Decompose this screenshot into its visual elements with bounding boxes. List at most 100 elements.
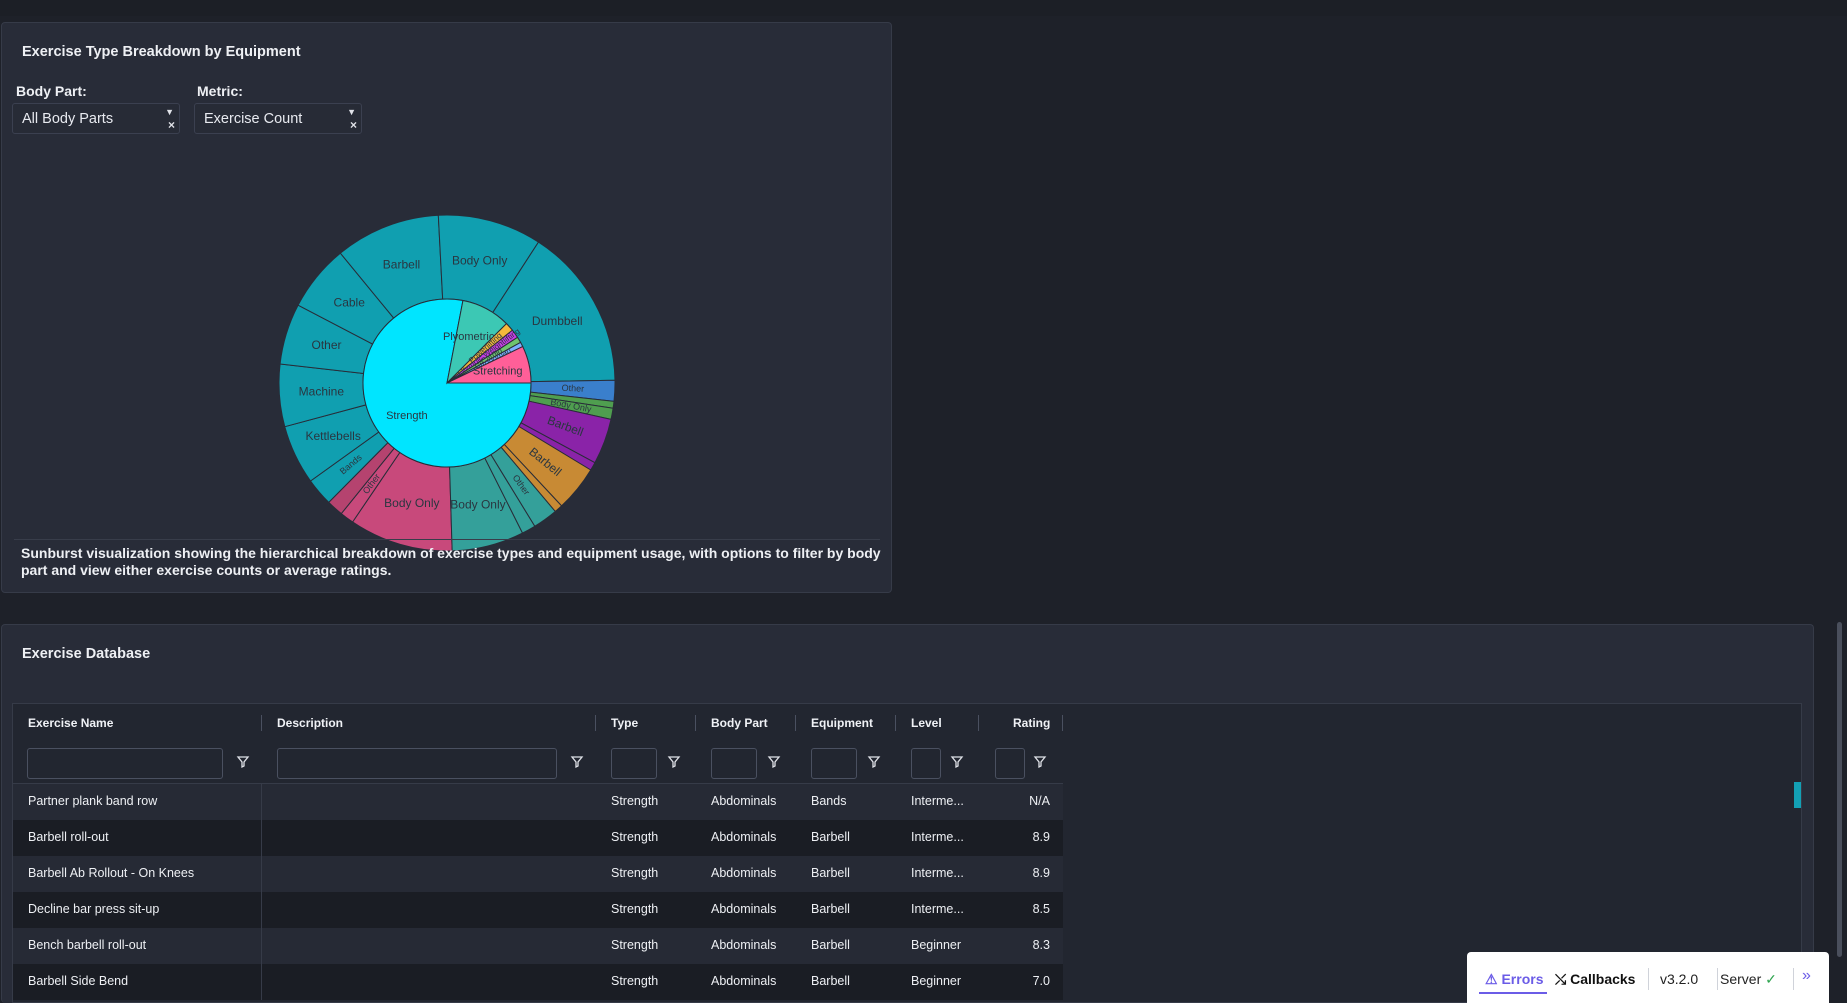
outer-label: Cable: [334, 296, 366, 310]
cell-equipment: Bands: [811, 794, 847, 808]
sunburst-chart[interactable]: Body OnlyOtherBandsKettlebellsMachineOth…: [272, 208, 622, 558]
outer-label: Other: [561, 383, 584, 394]
col-header-name[interactable]: Exercise Name: [28, 716, 114, 730]
check-circle-icon: ✓: [1765, 971, 1777, 987]
table-scrollbar[interactable]: [1794, 782, 1801, 808]
metric-value: Exercise Count: [204, 111, 303, 127]
filter-icon[interactable]: [950, 755, 964, 769]
cell-equipment: Barbell: [811, 902, 850, 916]
filter-equipment-input[interactable]: [811, 748, 857, 779]
body-part-label: Body Part:: [16, 83, 87, 99]
inner-segment[interactable]: [446, 345, 532, 384]
cell-level: Beginner: [911, 938, 962, 952]
cell-rating: 8.9: [1032, 830, 1050, 844]
collapse-icon[interactable]: »: [1802, 967, 1811, 984]
cell-body-part: Abdominals: [711, 866, 777, 880]
table-row[interactable]: Barbell roll-out Strength Abdominals Bar…: [13, 820, 1063, 856]
cell-body-part: Abdominals: [711, 974, 777, 988]
outer-label: Machine: [299, 385, 345, 399]
table-row[interactable]: Decline bar press sit-up Strength Abdomi…: [13, 892, 1063, 928]
table-row[interactable]: Barbell Ab Rollout - On Knees Strength A…: [13, 856, 1063, 892]
cell-rating: 8.9: [1032, 866, 1050, 880]
inner-label: Stretching: [473, 365, 523, 377]
cell-body-part: Abdominals: [711, 902, 777, 916]
filter-body-part-input[interactable]: [711, 748, 757, 779]
page-scrollbar[interactable]: [1837, 622, 1842, 957]
col-header-body-part[interactable]: Body Part: [711, 716, 768, 730]
chart-caption: Sunburst visualization showing the hiera…: [21, 545, 881, 578]
cell-name: Decline bar press sit-up: [28, 902, 160, 916]
errors-underline: [1479, 992, 1547, 994]
cell-level: Interme...: [911, 830, 964, 844]
metric-dropdown[interactable]: Exercise Count ▼ ×: [194, 103, 362, 134]
server-status[interactable]: Server ✓: [1720, 971, 1777, 987]
clear-icon[interactable]: ×: [167, 118, 175, 132]
filter-icon[interactable]: [236, 755, 250, 769]
filter-icon[interactable]: [1033, 755, 1047, 769]
col-header-equipment[interactable]: Equipment: [811, 716, 873, 730]
table-row[interactable]: Barbell Side Bend Strength Abdominals Ba…: [13, 964, 1063, 1000]
warning-icon: ⚠: [1485, 971, 1498, 987]
errors-button[interactable]: ⚠ Errors: [1485, 971, 1544, 987]
cell-rating: 8.3: [1032, 938, 1050, 952]
cell-name: Bench barbell roll-out: [28, 938, 147, 952]
outer-label: Body Only: [450, 497, 505, 511]
cell-body-part: Abdominals: [711, 938, 777, 952]
top-strip: [0, 0, 1847, 16]
col-header-rating[interactable]: Rating: [1013, 716, 1051, 730]
outer-label: Dumbbell: [532, 314, 583, 328]
outer-label: Kettlebells: [305, 429, 360, 443]
cell-type: Strength: [611, 938, 659, 952]
col-header-level[interactable]: Level: [911, 716, 942, 730]
cell-name: Barbell Ab Rollout - On Knees: [28, 866, 195, 880]
cell-level: Beginner: [911, 974, 962, 988]
outer-label: Body Only: [452, 253, 507, 267]
cell-level: Interme...: [911, 902, 964, 916]
cell-body-part: Abdominals: [711, 830, 777, 844]
cell-type: Strength: [611, 794, 659, 808]
filter-icon[interactable]: [867, 755, 881, 769]
filter-icon[interactable]: [570, 755, 584, 769]
chart-title: Exercise Type Breakdown by Equipment: [22, 44, 301, 60]
cell-rating: N/A: [1029, 794, 1050, 808]
table-header: Exercise Name Description Type Body Part…: [13, 704, 1063, 742]
callbacks-button[interactable]: ⤯ Callbacks: [1555, 971, 1636, 987]
cell-name: Partner plank band row: [28, 794, 158, 808]
cell-rating: 8.5: [1032, 902, 1050, 916]
metric-label: Metric:: [197, 83, 243, 99]
cell-rating: 7.0: [1032, 974, 1050, 988]
version-label: v3.2.0: [1660, 971, 1699, 987]
chevron-down-icon[interactable]: ▼: [347, 107, 356, 117]
clear-icon[interactable]: ×: [349, 118, 357, 132]
cell-level: Interme...: [911, 794, 964, 808]
body-part-dropdown[interactable]: All Body Parts ▼ ×: [12, 103, 180, 134]
col-header-description[interactable]: Description: [277, 716, 344, 730]
filter-rating-input[interactable]: [995, 748, 1025, 779]
outer-label: Barbell: [383, 258, 420, 272]
cell-body-part: Abdominals: [711, 794, 777, 808]
filter-icon[interactable]: [767, 755, 781, 769]
filter-icon[interactable]: [667, 755, 681, 769]
body-part-value: All Body Parts: [22, 111, 114, 127]
filter-level-input[interactable]: [911, 748, 941, 779]
filter-name-input[interactable]: [27, 748, 223, 779]
filter-description-input[interactable]: [277, 748, 557, 779]
outer-label: Other: [312, 338, 342, 352]
cell-equipment: Barbell: [811, 830, 850, 844]
sunburst-card: Exercise Type Breakdown by Equipment Bod…: [1, 22, 892, 593]
cell-level: Interme...: [911, 866, 964, 880]
cell-type: Strength: [611, 974, 659, 988]
col-header-type[interactable]: Type: [611, 716, 639, 730]
inner-segment[interactable]: [362, 298, 532, 468]
chevron-down-icon[interactable]: ▼: [165, 107, 174, 117]
cell-equipment: Barbell: [811, 974, 850, 988]
filter-row: [13, 742, 1063, 784]
cell-name: Barbell Side Bend: [28, 974, 129, 988]
cell-name: Barbell roll-out: [28, 830, 109, 844]
filter-type-input[interactable]: [611, 748, 657, 779]
cell-type: Strength: [611, 830, 659, 844]
outer-label: Body Only: [384, 496, 439, 510]
plug-icon: ⤯: [1555, 971, 1567, 987]
table-row[interactable]: Partner plank band row Strength Abdomina…: [13, 784, 1063, 820]
table-row[interactable]: Bench barbell roll-out Strength Abdomina…: [13, 928, 1063, 964]
